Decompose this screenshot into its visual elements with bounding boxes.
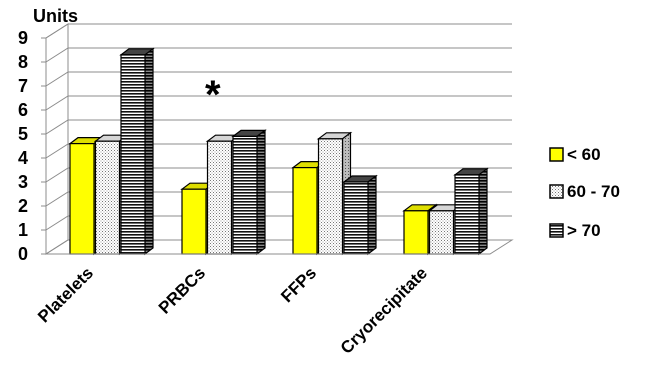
bar <box>119 47 155 256</box>
bar-front <box>120 54 146 255</box>
gridline <box>45 143 512 159</box>
y-tick-label: 6 <box>18 100 28 120</box>
x-tick-label: FFPs <box>277 263 320 306</box>
x-tick-label: PRBCs <box>155 263 209 317</box>
legend-swatch <box>549 223 564 238</box>
back-wall <box>68 24 512 240</box>
legend-item: < 60 <box>549 145 601 164</box>
y-tick-label: 0 <box>18 244 28 264</box>
legend-label: < 60 <box>567 145 601 164</box>
legend-label: > 70 <box>567 221 601 240</box>
bar-front <box>181 188 207 255</box>
bar-front <box>292 167 318 255</box>
gridline <box>45 95 512 111</box>
bar <box>453 167 489 256</box>
bar-side <box>144 47 154 256</box>
y-tick-label: 8 <box>18 52 28 72</box>
x-tick-label: Cryorecipitate <box>337 263 431 357</box>
legend-item: > 70 <box>549 221 601 240</box>
y-tick-label: 4 <box>18 148 28 168</box>
bar-front <box>403 210 429 255</box>
legend-swatch <box>549 184 564 199</box>
gridline <box>45 23 512 39</box>
y-tick-label: 5 <box>18 124 28 144</box>
y-tick-label: 3 <box>18 172 28 192</box>
gridline <box>45 119 512 135</box>
bar-front <box>317 138 344 255</box>
gridline <box>45 47 512 63</box>
plot-walls <box>44 23 514 255</box>
bar-front <box>343 181 369 255</box>
y-axis-label: Units <box>33 6 78 26</box>
bar-front <box>428 210 455 255</box>
legend-item: 60 - 70 <box>549 182 620 201</box>
bar <box>342 174 378 256</box>
bar-front <box>206 140 233 255</box>
bar-side <box>256 129 266 256</box>
legend-swatch <box>549 147 564 162</box>
side-wall <box>45 23 69 255</box>
significance-annotation: * <box>205 73 221 117</box>
y-tick-label: 2 <box>18 196 28 216</box>
bar-front <box>454 174 480 255</box>
legend: < 60 60 - 70 > 70 <box>549 145 620 240</box>
bar-side <box>478 167 488 256</box>
x-tick-label: Platelets <box>34 263 97 326</box>
gridline <box>45 71 512 87</box>
y-tick-label: 7 <box>18 76 28 96</box>
bar-front <box>232 135 258 255</box>
legend-label: 60 - 70 <box>567 182 620 201</box>
bar-side <box>367 174 377 256</box>
bar-front <box>94 140 121 255</box>
bar-front <box>69 143 95 255</box>
y-tick-label: 1 <box>18 220 28 240</box>
bar <box>231 129 267 256</box>
y-tick-label: 9 <box>18 28 28 48</box>
gridline <box>45 167 512 183</box>
